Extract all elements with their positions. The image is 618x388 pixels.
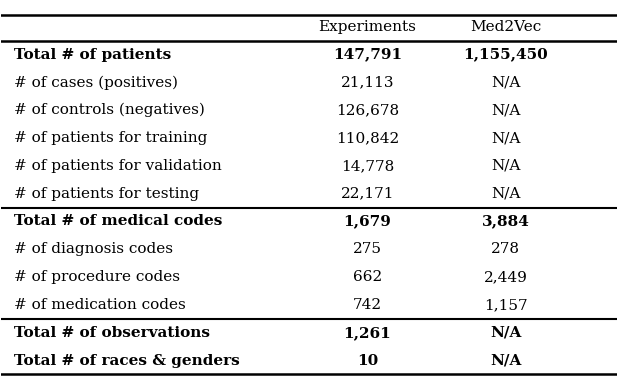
- Text: 126,678: 126,678: [336, 103, 399, 117]
- Text: N/A: N/A: [491, 75, 520, 90]
- Text: # of medication codes: # of medication codes: [14, 298, 185, 312]
- Text: # of controls (negatives): # of controls (negatives): [14, 103, 205, 118]
- Text: # of procedure codes: # of procedure codes: [14, 270, 180, 284]
- Text: 147,791: 147,791: [333, 48, 402, 62]
- Text: N/A: N/A: [491, 159, 520, 173]
- Text: 1,679: 1,679: [344, 215, 391, 229]
- Text: Experiments: Experiments: [318, 20, 417, 34]
- Text: # of patients for validation: # of patients for validation: [14, 159, 221, 173]
- Text: 742: 742: [353, 298, 382, 312]
- Text: 1,261: 1,261: [344, 326, 391, 340]
- Text: N/A: N/A: [490, 326, 522, 340]
- Text: Total # of races & genders: Total # of races & genders: [14, 353, 239, 367]
- Text: 110,842: 110,842: [336, 131, 399, 145]
- Text: # of patients for testing: # of patients for testing: [14, 187, 199, 201]
- Text: N/A: N/A: [491, 103, 520, 117]
- Text: 662: 662: [353, 270, 382, 284]
- Text: Total # of observations: Total # of observations: [14, 326, 210, 340]
- Text: 3,884: 3,884: [482, 215, 530, 229]
- Text: # of cases (positives): # of cases (positives): [14, 75, 178, 90]
- Text: N/A: N/A: [491, 131, 520, 145]
- Text: 22,171: 22,171: [341, 187, 394, 201]
- Text: Med2Vec: Med2Vec: [470, 20, 541, 34]
- Text: N/A: N/A: [490, 353, 522, 367]
- Text: 21,113: 21,113: [341, 75, 394, 90]
- Text: 10: 10: [357, 353, 378, 367]
- Text: Total # of medical codes: Total # of medical codes: [14, 215, 222, 229]
- Text: N/A: N/A: [491, 187, 520, 201]
- Text: # of patients for training: # of patients for training: [14, 131, 207, 145]
- Text: Total # of patients: Total # of patients: [14, 48, 171, 62]
- Text: 275: 275: [353, 242, 382, 256]
- Text: # of diagnosis codes: # of diagnosis codes: [14, 242, 172, 256]
- Text: 1,157: 1,157: [484, 298, 528, 312]
- Text: 1,155,450: 1,155,450: [464, 48, 548, 62]
- Text: 2,449: 2,449: [484, 270, 528, 284]
- Text: 14,778: 14,778: [341, 159, 394, 173]
- Text: 278: 278: [491, 242, 520, 256]
